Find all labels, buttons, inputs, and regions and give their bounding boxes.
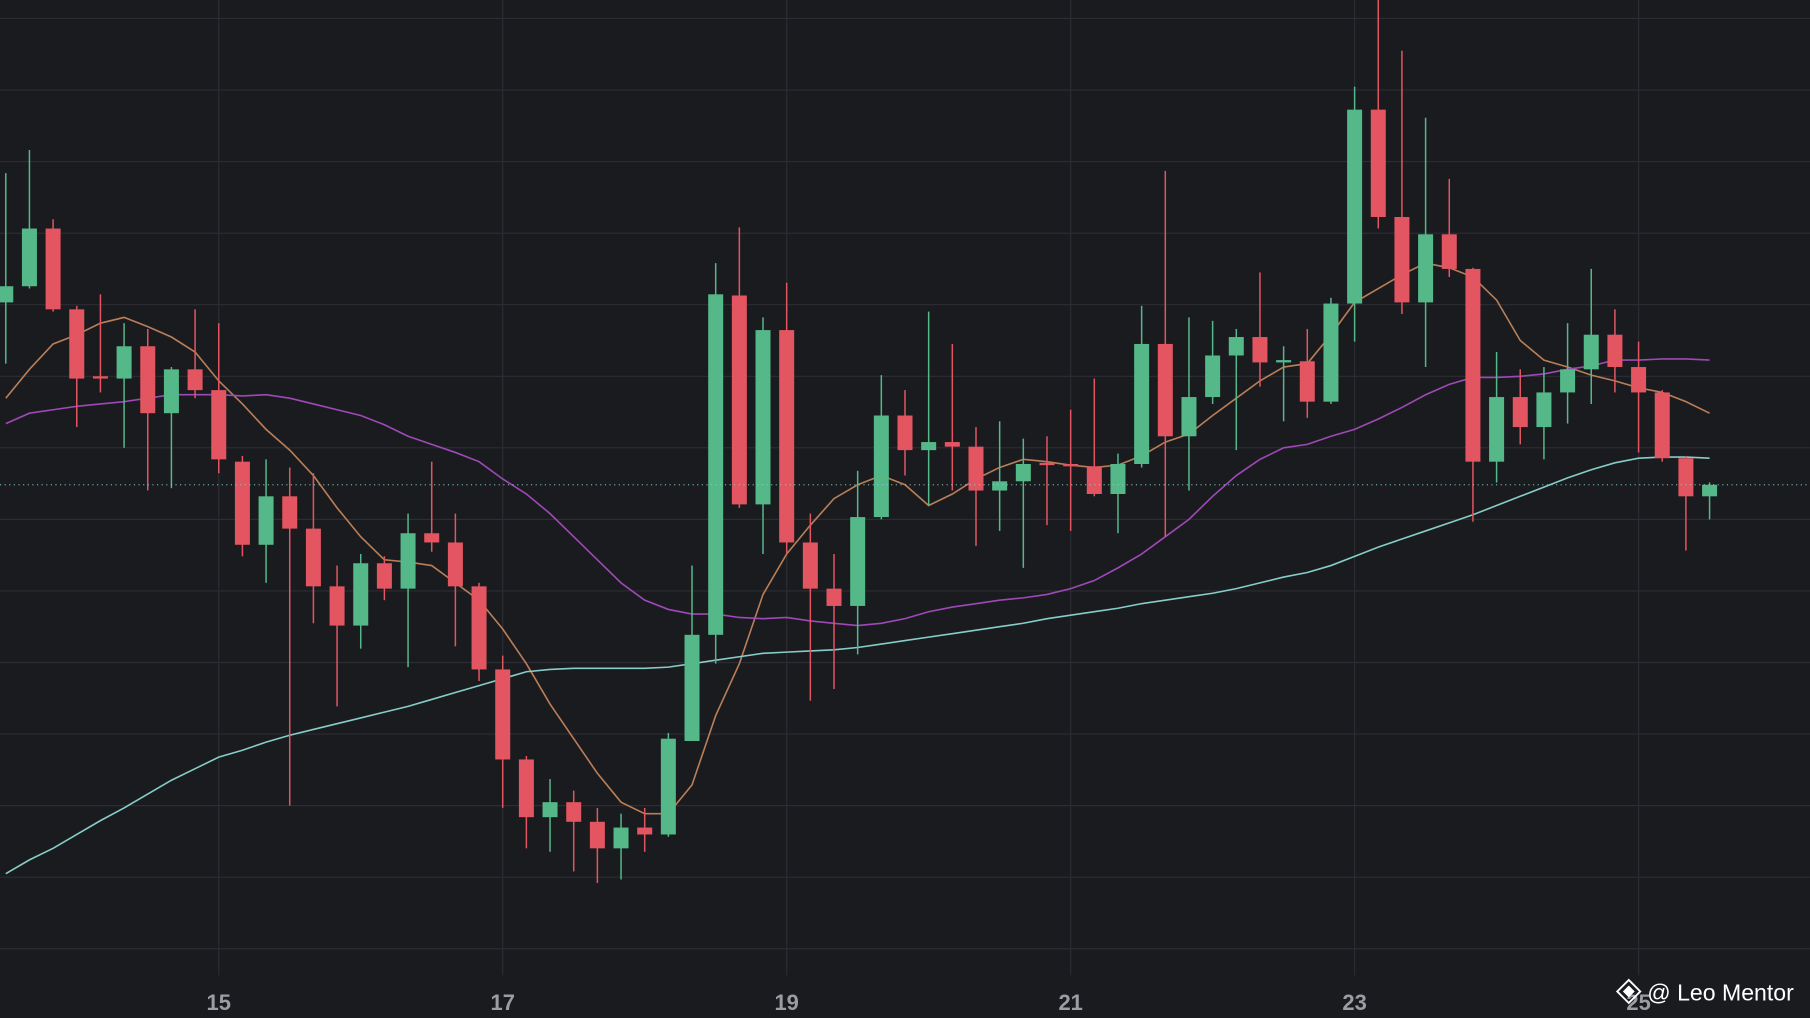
watermark-icon: [1615, 978, 1642, 1005]
candle-body: [1418, 234, 1434, 303]
candles: [0, 0, 1810, 883]
candle-body: [1205, 355, 1221, 398]
candle-body: [1631, 367, 1647, 393]
candle-body: [1394, 216, 1410, 303]
candle-body: [376, 563, 392, 589]
candle-body: [755, 330, 771, 505]
candle-body: [1654, 392, 1670, 459]
candle-body: [968, 446, 984, 491]
candle-body: [944, 442, 960, 447]
candle-body: [1678, 458, 1694, 497]
candle-body: [992, 481, 1008, 491]
candle-body: [69, 309, 85, 379]
candle-body: [211, 390, 227, 460]
candle-body: [305, 528, 321, 587]
candle-body: [731, 295, 747, 505]
candle-body: [684, 634, 700, 741]
candle-body: [1134, 343, 1150, 464]
candle-body: [613, 827, 629, 849]
candle-body: [1299, 361, 1315, 402]
candle-body: [1276, 360, 1292, 363]
candle-body: [1560, 369, 1576, 393]
candle-body: [542, 802, 558, 818]
candle-body: [850, 517, 866, 606]
x-tick-label: 19: [774, 990, 798, 1015]
candle-body: [708, 294, 724, 635]
candle-body: [0, 286, 14, 303]
candle-body: [1110, 463, 1126, 494]
x-tick-label: 21: [1058, 990, 1082, 1015]
candle-body: [471, 586, 487, 670]
candle-body: [566, 802, 582, 822]
candle-body: [802, 542, 818, 589]
candle-body: [1015, 463, 1031, 482]
candle-body: [187, 369, 203, 391]
candle-body: [424, 533, 440, 543]
candle-body: [1157, 343, 1173, 437]
candle-body: [660, 738, 676, 835]
candle-body: [258, 496, 274, 545]
watermark-text: @ Leo Mentor: [1647, 980, 1794, 1006]
candle-body: [1323, 303, 1339, 402]
x-axis: 15 17 19 21 23 25: [207, 990, 1651, 1015]
x-tick-label: 17: [491, 990, 515, 1015]
candle-body: [1441, 234, 1457, 269]
watermark: @ Leo Mentor: [1615, 978, 1794, 1006]
candle-body: [234, 461, 250, 545]
candle-body: [897, 415, 913, 451]
candle-body: [1465, 268, 1481, 462]
candle-body: [282, 496, 298, 529]
candle-body: [163, 369, 179, 414]
candle-body: [329, 586, 345, 626]
candle-body: [1536, 392, 1552, 428]
candle-body: [1607, 334, 1623, 368]
candle-body: [45, 228, 61, 310]
candle-body: [21, 228, 37, 287]
candle-body: [921, 442, 937, 451]
candle-body: [495, 669, 511, 760]
x-tick-label: 15: [207, 990, 231, 1015]
candle-body: [1583, 334, 1599, 370]
candle-body: [589, 821, 605, 849]
candle-body: [637, 827, 653, 835]
candle-body: [140, 346, 156, 414]
candle-body: [1702, 484, 1718, 497]
candle-body: [1228, 337, 1244, 356]
candle-body: [873, 415, 889, 518]
candle-body: [779, 330, 795, 543]
candle-body: [518, 759, 534, 818]
candle-body: [1063, 463, 1079, 467]
candle-body: [1039, 462, 1055, 466]
candle-body: [400, 533, 416, 589]
candle-body: [1347, 109, 1363, 304]
candle-body: [1512, 397, 1528, 428]
candle-body: [1181, 397, 1197, 437]
candle-body: [116, 346, 132, 379]
candle-body: [353, 563, 369, 626]
candle-body: [1370, 109, 1386, 217]
candle-body: [447, 542, 463, 587]
candle-body: [1489, 397, 1505, 462]
grid: [0, 0, 1810, 976]
candle-body: [826, 588, 842, 606]
candle-body: [92, 376, 108, 379]
candle-body: [1252, 337, 1268, 363]
x-tick-label: 23: [1342, 990, 1366, 1015]
candle-body: [1086, 466, 1102, 494]
